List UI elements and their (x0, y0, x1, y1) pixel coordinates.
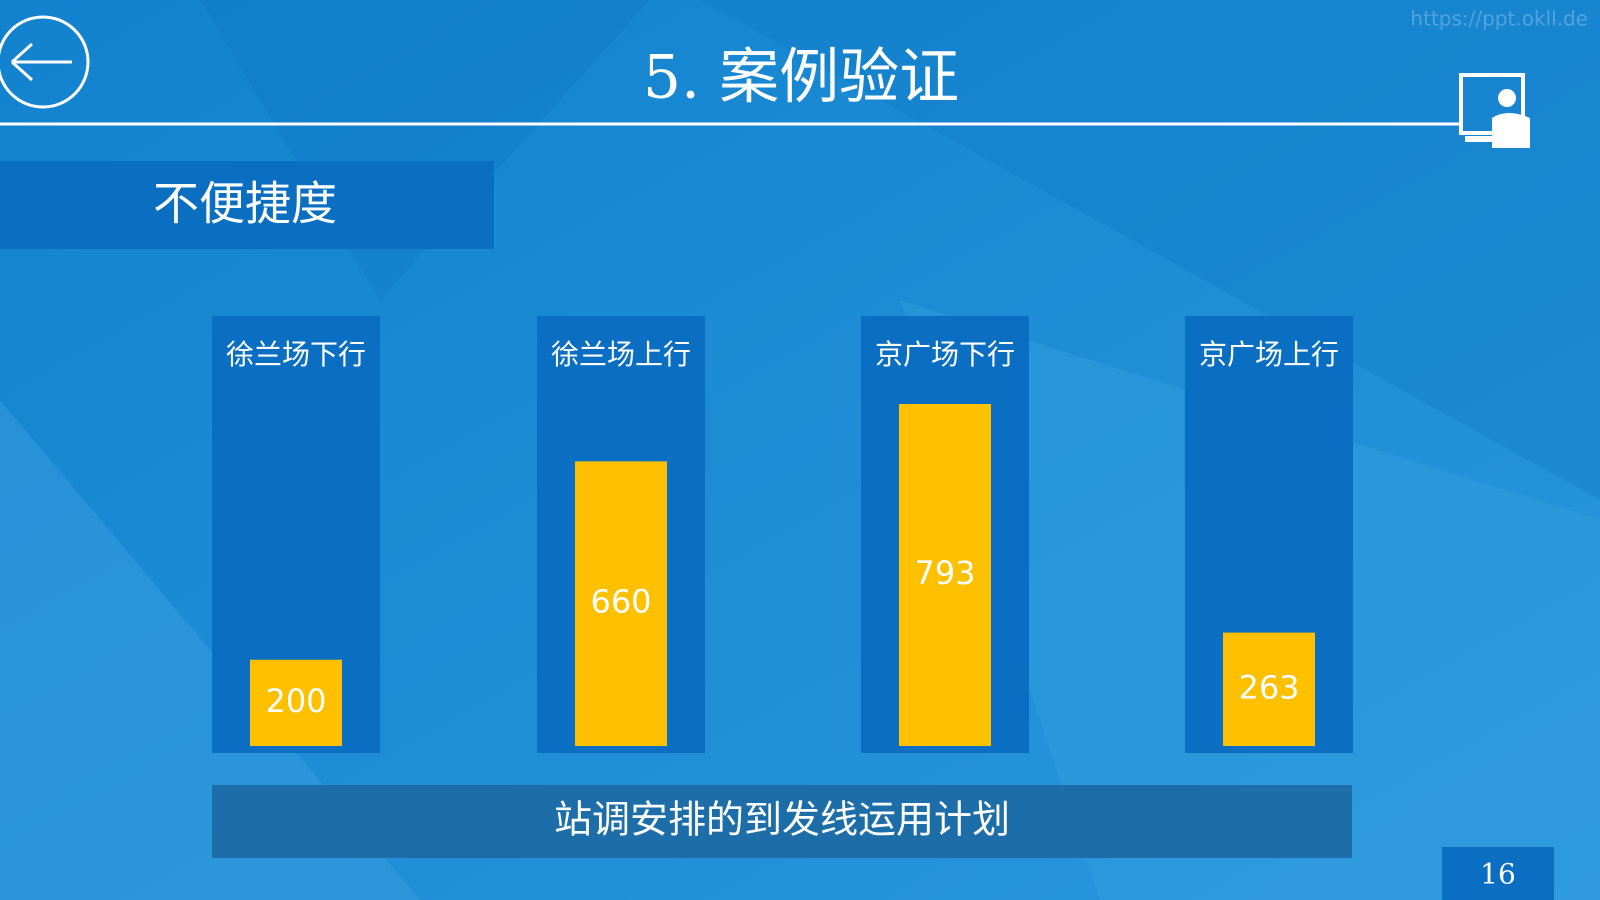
value-label: 263 (1238, 668, 1299, 706)
value-label: 660 (590, 583, 651, 621)
icon-head (1498, 89, 1516, 107)
caption-box (212, 785, 1352, 858)
slide-title: 5. 案例验证 (643, 43, 959, 113)
page-number: 16 (1480, 858, 1516, 891)
bar (1223, 632, 1315, 746)
category-label: 京广场下行 (875, 338, 1015, 371)
facet (200, 0, 650, 300)
section-box (0, 161, 494, 249)
icon-body (1465, 113, 1530, 148)
value-label: 793 (914, 554, 975, 592)
chart-caption: 站调安排的到发线运用计划 (554, 798, 1010, 842)
category-label: 京广场上行 (1199, 338, 1339, 371)
bar (575, 461, 667, 746)
category-label: 徐兰场下行 (226, 338, 366, 371)
page-number-box (1442, 847, 1554, 900)
presenter-icon (1459, 73, 1530, 148)
bar (899, 404, 991, 746)
value-label: 200 (265, 682, 326, 720)
back-button[interactable] (0, 15, 90, 109)
section-title: 不便捷度 (153, 177, 337, 231)
back-circle[interactable] (0, 15, 90, 109)
facet (0, 400, 420, 900)
chart: 徐兰场下行 200 徐兰场上行 660 京广场下行 793 京广场上行 263 (212, 316, 1353, 753)
watermark: https://ppt.okll.de (1410, 7, 1588, 31)
back-arrow[interactable] (10, 42, 72, 82)
bar (250, 659, 342, 746)
category-label: 徐兰场上行 (551, 338, 691, 371)
